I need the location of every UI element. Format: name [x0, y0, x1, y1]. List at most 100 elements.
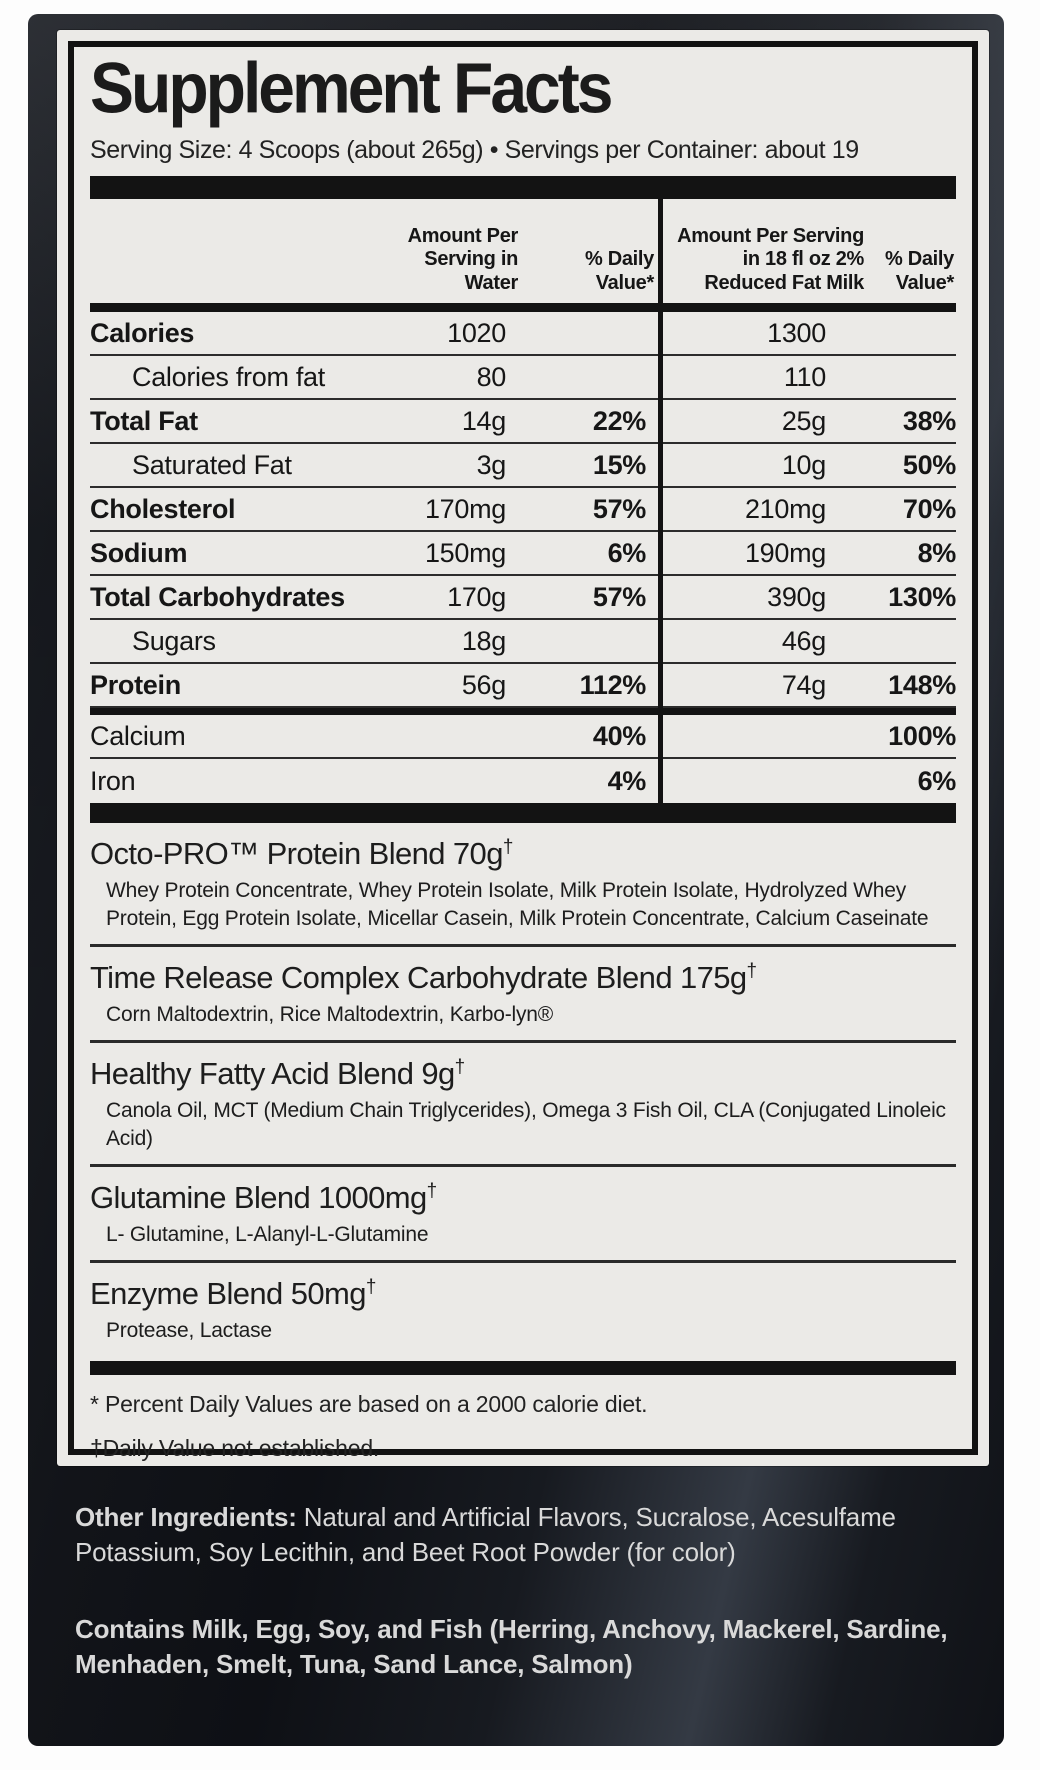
milk-dv: 8% [917, 537, 957, 568]
dagger-mark: † [746, 960, 758, 982]
water-amount: 1020 [447, 317, 506, 348]
blend-name: Time Release Complex Carbohydrate Blend … [90, 960, 747, 996]
dagger-mark: † [502, 836, 514, 858]
water-dv: 15% [592, 449, 646, 480]
blend-title: Time Release Complex Carbohydrate Blend … [90, 960, 956, 996]
supplement-facts-label: Supplement Facts Serving Size: 4 Scoops … [57, 30, 989, 1466]
blend-ingredients: Canola Oil, MCT (Medium Chain Triglyceri… [106, 1099, 946, 1150]
blend-title: Healthy Fatty Acid Blend 9g† [90, 1056, 956, 1092]
footnote-daily-value: †Daily Value not established. [90, 1434, 380, 1461]
table-header: Amount Per Serving in Water % Daily Valu… [90, 199, 956, 303]
divider-bar-thick [90, 803, 956, 824]
nutrient-name: Calories from fat [132, 361, 325, 392]
water-dv: 4% [607, 765, 647, 796]
other-ingredients-paragraph: Other Ingredients: Natural and Artificia… [75, 1500, 960, 1569]
blend-carbohydrate: Time Release Complex Carbohydrate Blend … [90, 947, 956, 1044]
header-milk-daily-value: % Daily Value* [884, 248, 954, 294]
blend-name: Enzyme Blend 50mg [90, 1275, 366, 1311]
table-row-calories-from-fat: Calories from fat 80 110 [90, 356, 956, 401]
divider-bar-medium [90, 303, 956, 313]
table-row-saturated-fat: Saturated Fat 3g 15% 10g 50% [90, 444, 956, 489]
dagger-mark: † [454, 1056, 466, 1078]
blend-title: Enzyme Blend 50mg† [90, 1276, 956, 1312]
other-ingredients-text: Natural and Artificial Flavors, Sucralos… [75, 1502, 896, 1567]
blend-glutamine: Glutamine Blend 1000mg† L- Glutamine, L-… [90, 1167, 956, 1263]
water-dv: 40% [592, 720, 646, 751]
water-amount: 56g [461, 669, 506, 700]
milk-amount: 1300 [767, 317, 826, 348]
nutrient-name: Saturated Fat [132, 449, 292, 480]
nutrient-name: Cholesterol [90, 493, 236, 524]
blend-ingredients: L- Glutamine, L-Alanyl-L-Glutamine [106, 1222, 429, 1246]
blend-ingredients: Corn Maltodextrin, Rice Maltodextrin, Ka… [106, 1003, 554, 1027]
nutrient-name: Total Fat [90, 405, 198, 436]
water-amount: 3g [476, 449, 507, 480]
footnote-percent-daily: * Percent Daily Values are based on a 20… [90, 1390, 648, 1417]
milk-dv: 38% [902, 405, 956, 436]
header-water-daily-value: % Daily Value* [584, 248, 654, 294]
water-amount: 170mg [424, 493, 506, 524]
blend-protein: Octo-PRO™ Protein Blend 70g† Whey Protei… [90, 823, 956, 948]
water-dv: 57% [592, 493, 646, 524]
blend-name: Glutamine Blend 1000mg [90, 1179, 427, 1215]
table-row-sugars: Sugars 18g 46g [90, 620, 956, 665]
water-amount: 14g [461, 405, 506, 436]
divider-bar-thick [90, 176, 956, 200]
water-dv: 57% [592, 581, 646, 612]
blend-title: Glutamine Blend 1000mg† [90, 1180, 956, 1216]
milk-amount: 74g [781, 669, 826, 700]
water-dv: 112% [579, 669, 647, 700]
water-dv: 6% [607, 537, 647, 568]
table-row-calcium: Calcium 40% 100% [90, 715, 956, 760]
header-milk-amount: Amount Per Serving in 18 fl oz 2% Reduce… [677, 224, 864, 294]
nutrient-name: Iron [90, 765, 136, 796]
milk-amount: 25g [781, 405, 826, 436]
blend-name: Healthy Fatty Acid Blend 9g [90, 1056, 455, 1092]
blend-title: Octo-PRO™ Protein Blend 70g† [90, 836, 956, 872]
table-row-iron: Iron 4% 6% [90, 759, 956, 803]
milk-amount: 10g [781, 449, 826, 480]
milk-dv: 130% [888, 581, 956, 612]
water-amount: 170g [447, 581, 506, 612]
nutrient-name: Sodium [90, 537, 188, 568]
blend-name: Octo-PRO™ Protein Blend 70g [90, 836, 503, 872]
serving-info: Serving Size: 4 Scoops (about 265g) • Se… [90, 136, 859, 165]
blend-ingredients: Protease, Lactase [106, 1318, 272, 1342]
blend-ingredients: Whey Protein Concentrate, Whey Protein I… [106, 879, 929, 931]
milk-amount: 190mg [744, 537, 826, 568]
allergen-contains-paragraph: Contains Milk, Egg, Soy, and Fish (Herri… [75, 1614, 948, 1679]
label-title: Supplement Facts [90, 47, 613, 128]
header-water-amount: Amount Per Serving in Water [407, 224, 519, 294]
divider-bar-thick [90, 1360, 956, 1375]
milk-amount: 110 [783, 361, 826, 392]
water-amount: 150mg [424, 537, 506, 568]
nutrient-name: Sugars [132, 625, 216, 656]
label-content: Supplement Facts Serving Size: 4 Scoops … [74, 47, 972, 1461]
milk-amount: 210mg [744, 493, 826, 524]
dagger-mark: † [426, 1180, 438, 1202]
nutrient-name: Protein [90, 669, 181, 700]
milk-dv: 100% [888, 720, 956, 751]
milk-dv: 70% [902, 493, 956, 524]
table-row-cholesterol: Cholesterol 170mg 57% 210mg 70% [90, 488, 956, 533]
table-row-total-carbohydrates: Total Carbohydrates 170g 57% 390g 130% [90, 576, 956, 621]
table-row-protein: Protein 56g 112% 74g 148% [90, 664, 956, 709]
milk-amount: 390g [767, 581, 826, 612]
nutrient-name: Calories [90, 317, 195, 348]
facts-table: Amount Per Serving in Water % Daily Valu… [90, 199, 957, 804]
column-divider-line [658, 199, 663, 804]
divider-bar-thin [90, 708, 956, 716]
milk-dv: 148% [888, 669, 956, 700]
water-amount: 18g [461, 625, 506, 656]
nutrient-name: Total Carbohydrates [90, 581, 345, 612]
milk-amount: 46g [781, 625, 826, 656]
blend-enzyme: Enzyme Blend 50mg† Protease, Lactase [90, 1263, 956, 1359]
table-row-calories: Calories 1020 1300 [90, 312, 956, 357]
blend-fatty-acid: Healthy Fatty Acid Blend 9g† Canola Oil,… [90, 1043, 956, 1167]
table-row-total-fat: Total Fat 14g 22% 25g 38% [90, 400, 956, 445]
other-ingredients-label: Other Ingredients: [75, 1502, 297, 1532]
milk-dv: 6% [917, 765, 957, 796]
milk-dv: 50% [902, 449, 956, 480]
label-border-frame [68, 41, 978, 1455]
